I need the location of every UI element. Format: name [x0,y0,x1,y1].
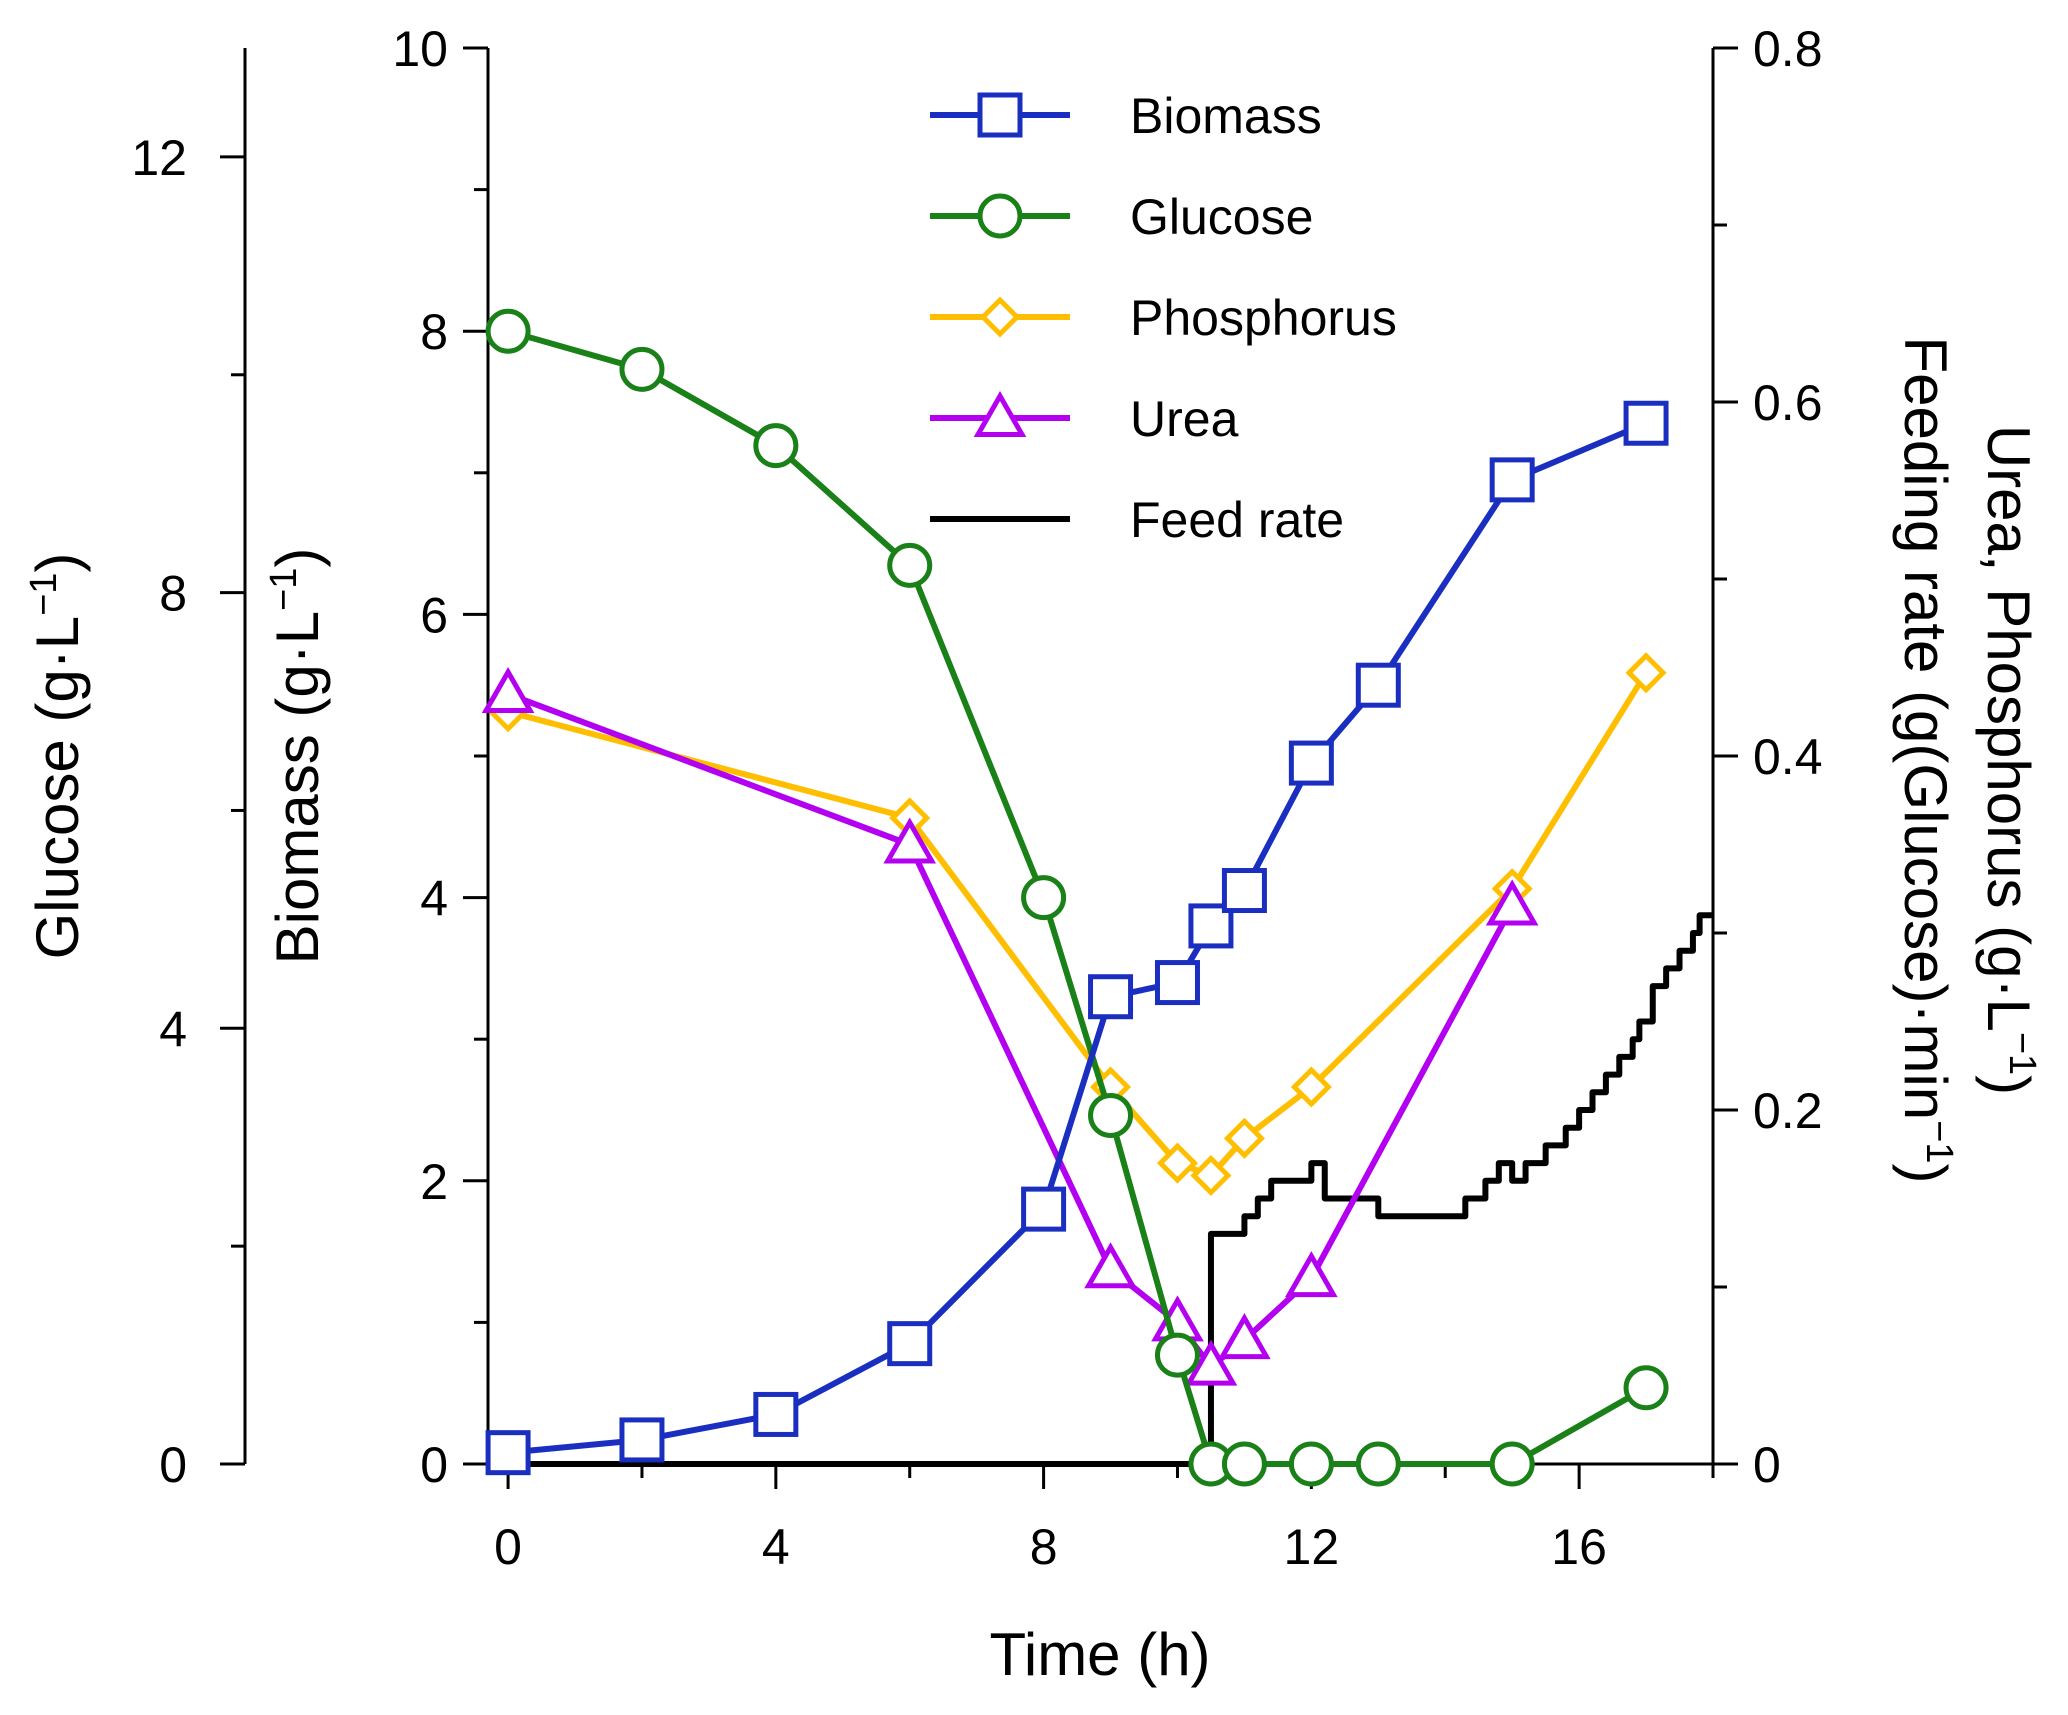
right-tick-label: 0.6 [1753,375,1823,431]
glucose-tick-label: 0 [159,1437,187,1493]
biomass-tick-label: 8 [420,304,448,360]
glucose-line [507,328,1648,1467]
biomass-tick-label: 4 [420,871,448,927]
legend-label-glucose: Glucose [1130,189,1313,245]
phosphorus-point [1625,652,1667,694]
glucose-tick-label: 12 [131,130,187,186]
x-tick-label: 4 [762,1519,790,1575]
glucose-point [1021,875,1067,921]
series-glucose [485,308,1669,1487]
right-axis-title-line2-sup: −1 [1918,1120,1960,1163]
biomass-tick-label: 10 [392,21,448,77]
legend-marker-glucose [977,193,1023,239]
biomass-point [1288,740,1334,786]
legend-entry-biomass: Biomass [930,88,1322,144]
glucose-point [619,346,665,392]
biomass-point [1623,400,1669,446]
legend-label-feed-rate: Feed rate [1130,492,1344,548]
urea-point [1485,879,1539,926]
right-tick-label: 0.8 [1753,21,1823,77]
phosphorus-point [1223,1117,1265,1159]
series-biomass [485,400,1669,1476]
glucose-axis-title: Glucose (g·L−1) [23,553,91,960]
phosphorus-point [1190,1154,1232,1197]
series-urea [481,667,1539,1386]
glucose-point [887,542,933,588]
glucose-tick-label: 4 [159,1001,187,1057]
glucose-point [1088,1092,1134,1138]
legend-label-phosphorus: Phosphorus [1130,290,1397,346]
x-axis-title: Time (h) [989,1621,1210,1688]
legend-entry-phosphorus: Phosphorus [930,290,1397,346]
glucose-point [1489,1441,1535,1487]
right-axis-title-line2: Feeding rate (g(Glucose)·min−1) [1892,337,1960,1184]
biomass-axis-title-main: Biomass (g·L [264,611,331,964]
glucose-point [1288,1441,1334,1487]
urea-point [883,817,937,864]
urea-point [1084,1242,1137,1289]
legend: Biomass Glucose Phosphorus Urea Feed rate [930,88,1397,548]
biomass-tick-label: 0 [420,1437,448,1493]
legend-entry-glucose: Glucose [930,189,1313,245]
right-axis-title-line2-end: ) [1892,1163,1959,1183]
legend-marker-urea [973,390,1027,437]
legend-label-urea: Urea [1130,391,1239,447]
biomass-axis-title-end: ) [264,548,331,568]
biomass-point [1221,868,1267,914]
right-tick-label: 0 [1753,1437,1781,1493]
phosphorus-point [1290,1066,1332,1108]
right-tick-label: 0.2 [1753,1083,1823,1139]
biomass-point [887,1321,933,1367]
x-tick-label: 0 [494,1519,522,1575]
legend-entry-feed-rate: Feed rate [930,492,1344,548]
biomass-point [753,1391,799,1437]
glucose-point [753,423,799,469]
glucose-axis-title-main: Glucose (g·L [24,616,91,959]
glucose-tick-label: 8 [159,566,187,622]
biomass-point [1355,662,1401,708]
right-axis-title-line1: Urea, Phosphorus (g·L−1) [1975,425,2043,1095]
right-axis-title-line2-main: Feeding rate (g(Glucose)·min [1892,337,1959,1121]
biomass-line [507,420,1648,1456]
phosphorus-point [1156,1142,1199,1184]
legend-entry-urea: Urea [930,390,1239,447]
glucose-point [1221,1441,1267,1487]
feed-rate-line [508,912,1713,1467]
x-tick-label: 8 [1030,1519,1058,1575]
biomass-point [1088,974,1134,1020]
biomass-axis-title: Biomass (g·L−1) [263,548,331,965]
biomass-point [619,1417,665,1463]
right-tick-label: 0.4 [1753,729,1823,785]
right-axis-title-line1-end: ) [1975,1075,2042,1095]
x-tick-label: 12 [1284,1519,1340,1575]
series-feed-rate [508,912,1713,1467]
legend-marker-phosphorus [979,296,1021,338]
urea-point [481,667,535,714]
right-axis-title-line1-main: Urea, Phosphorus (g·L [1975,425,2042,1032]
right-axis-title-line1-sup: −1 [2001,1032,2043,1075]
glucose-point [1154,1332,1200,1378]
glucose-point [1355,1441,1401,1487]
x-tick-label: 16 [1551,1519,1607,1575]
urea-point [1184,1339,1238,1386]
legend-label-biomass: Biomass [1130,88,1322,144]
biomass-point [1021,1186,1067,1232]
biomass-axis-title-sup: −1 [263,568,305,611]
biomass-point [485,1430,531,1476]
series-layer [481,308,1713,1487]
glucose-axis-title-sup: −1 [23,573,65,616]
urea-line [507,691,1515,1370]
glucose-axis-title-end: ) [24,553,91,573]
biomass-tick-label: 2 [420,1154,448,1210]
biomass-tick-label: 6 [420,587,448,643]
glucose-point [1623,1365,1669,1411]
legend-marker-biomass [977,92,1023,138]
urea-point [1218,1313,1271,1360]
biomass-point [1154,960,1200,1006]
biomass-point [1489,457,1535,503]
glucose-point [485,308,531,354]
urea-point [1285,1251,1338,1298]
